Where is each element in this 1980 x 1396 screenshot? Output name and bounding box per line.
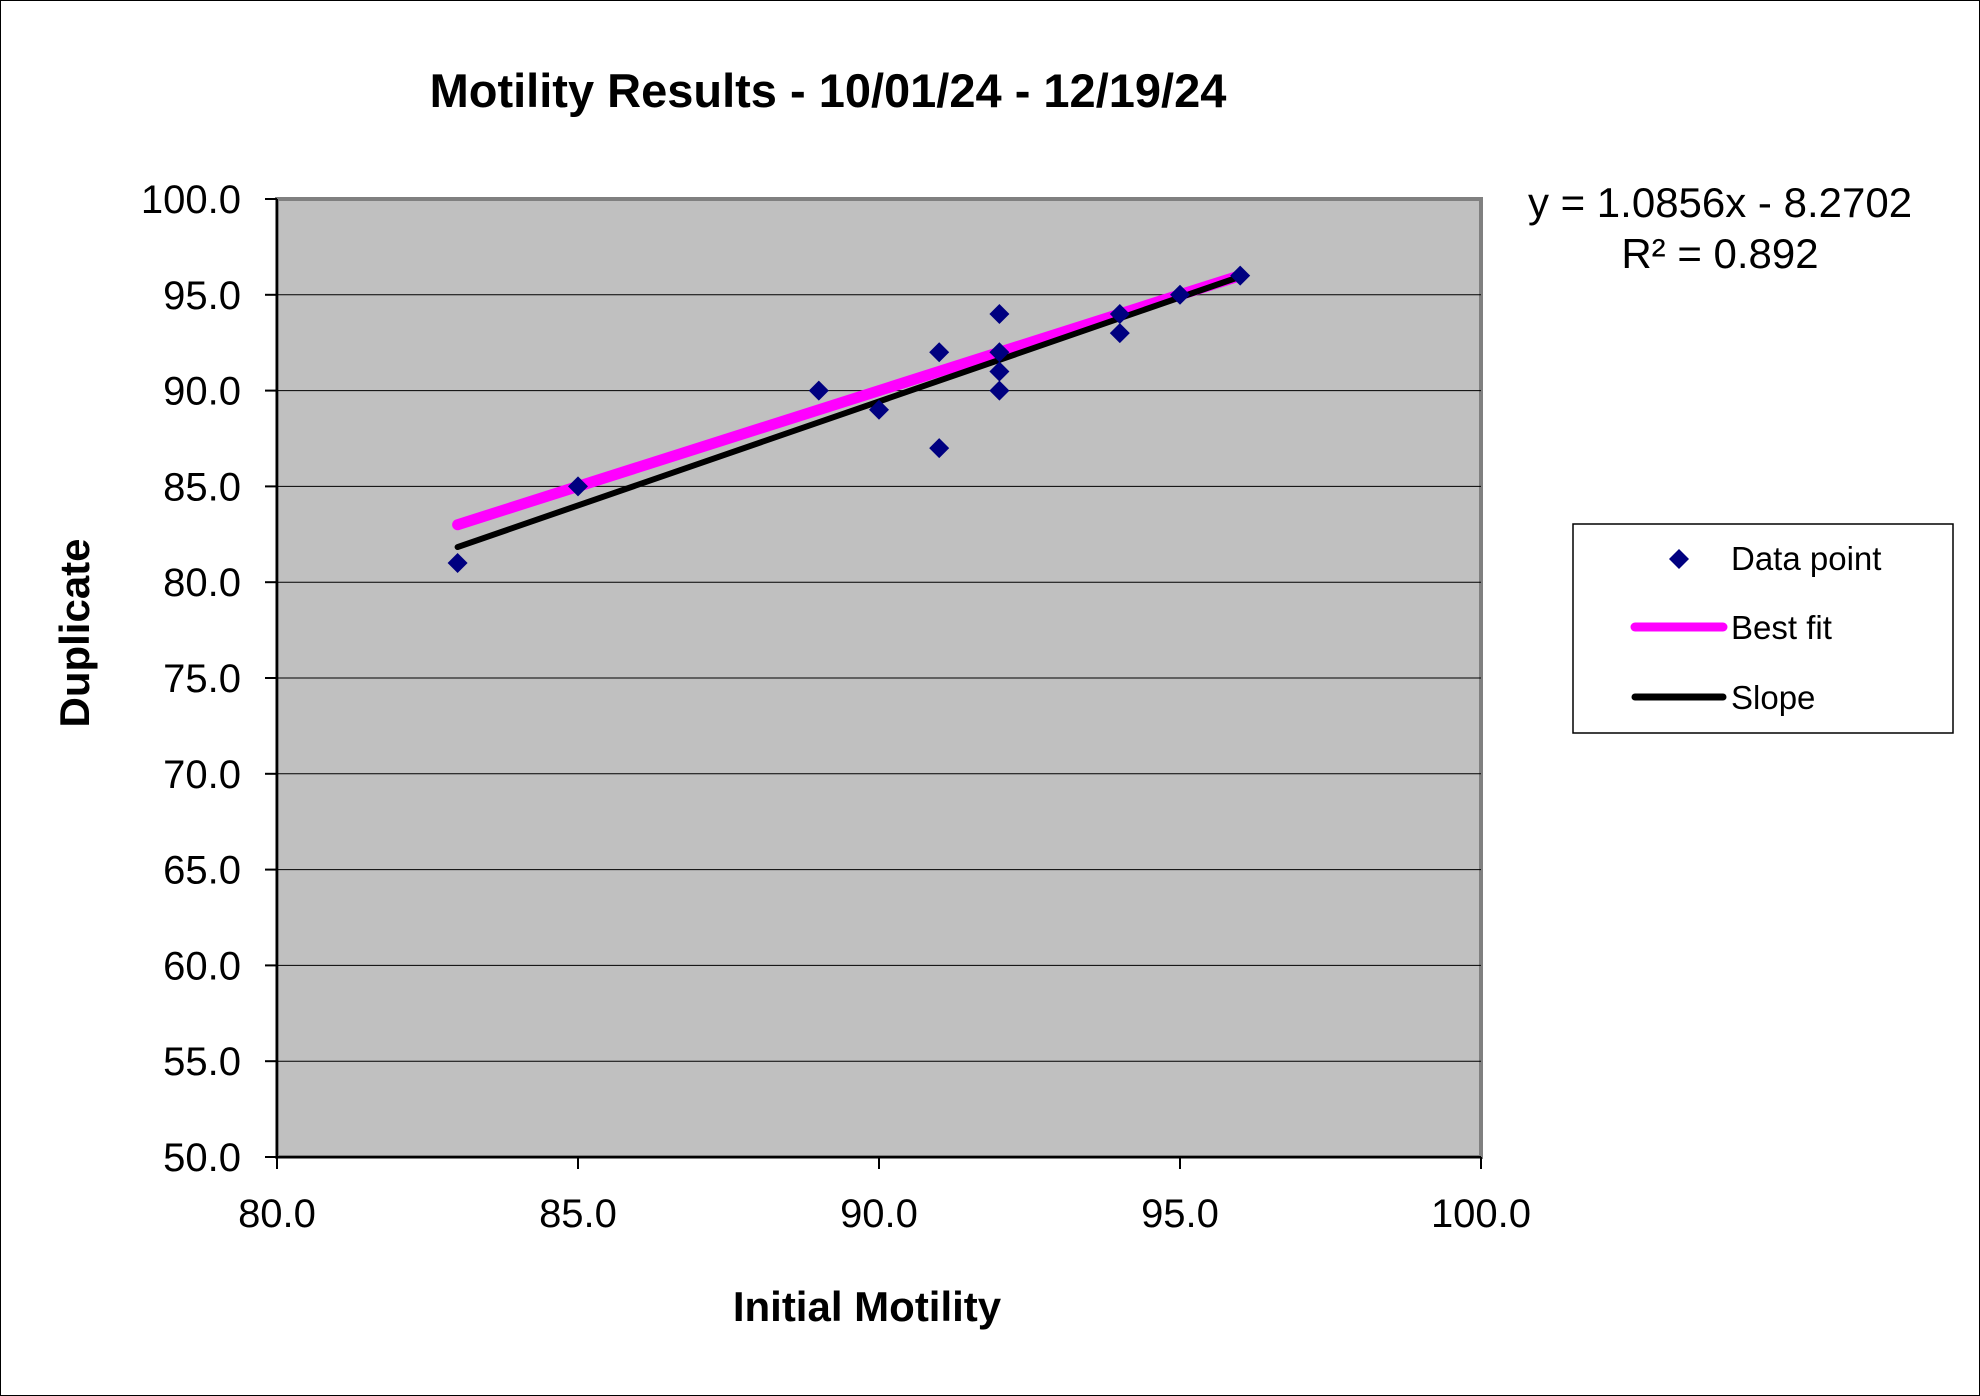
r-squared-value: R² = 0.892 <box>1621 230 1818 277</box>
data-point-marker <box>1109 323 1130 344</box>
y-tick-label: 100.0 <box>141 178 241 222</box>
legend-label-data-point: Data point <box>1731 540 1881 577</box>
data-points <box>447 265 1251 574</box>
trendline-equation: y = 1.0856x - 8.2702 <box>1528 179 1912 226</box>
data-point-marker <box>1230 265 1251 286</box>
y-tick-label: 85.0 <box>163 465 241 509</box>
chart-title: Motility Results - 10/01/24 - 12/19/24 <box>430 64 1227 117</box>
data-point-marker <box>989 380 1010 401</box>
x-tick-label: 80.0 <box>238 1192 316 1236</box>
data-point-marker <box>1170 284 1190 305</box>
y-tick-label: 80.0 <box>163 561 241 605</box>
y-axis-ticks: 50.0 55.0 60.0 65.0 70.0 75.0 80.0 85.0 90.0 95.0… <box>141 178 277 1180</box>
slope-line <box>454 273 1244 551</box>
x-tick-label: 90.0 <box>840 1192 918 1236</box>
data-point-marker <box>989 303 1010 324</box>
y-tick-label: 55.0 <box>163 1040 241 1084</box>
data-point-marker <box>989 361 1010 382</box>
y-tick-label: 95.0 <box>163 274 241 318</box>
data-point-marker <box>869 399 889 420</box>
data-point-marker <box>1109 303 1130 324</box>
data-point-marker <box>989 342 1010 363</box>
x-tick-label: 100.0 <box>1431 1192 1531 1236</box>
legend-label-slope: Slope <box>1731 679 1815 716</box>
y-tick-label: 70.0 <box>163 753 241 797</box>
legend-label-best-fit: Best fit <box>1731 609 1832 646</box>
x-axis-ticks: 80.0 85.0 90.0 95.0 100.0 <box>238 1157 1531 1236</box>
y-axis-title: Duplicate <box>51 538 98 727</box>
legend-diamond-marker <box>1669 549 1689 569</box>
y-tick-label: 90.0 <box>163 370 241 414</box>
y-tick-label: 50.0 <box>163 1136 241 1180</box>
data-point-marker <box>447 553 468 574</box>
y-tick-label: 65.0 <box>163 849 241 893</box>
best-fit-line <box>452 270 1246 531</box>
y-tick-label: 75.0 <box>163 657 241 701</box>
gridlines <box>277 294 1481 1062</box>
x-tick-label: 95.0 <box>1141 1192 1219 1236</box>
legend: Data point Best fit Slope <box>1572 523 1954 734</box>
data-point-marker <box>808 380 829 401</box>
data-point-marker <box>568 476 588 497</box>
trend-lines <box>452 270 1246 551</box>
data-point-marker <box>929 438 950 459</box>
x-tick-label: 85.0 <box>539 1192 617 1236</box>
data-point-marker <box>929 342 950 363</box>
y-tick-label: 60.0 <box>163 944 241 988</box>
x-axis-title: Initial Motility <box>733 1283 1002 1330</box>
